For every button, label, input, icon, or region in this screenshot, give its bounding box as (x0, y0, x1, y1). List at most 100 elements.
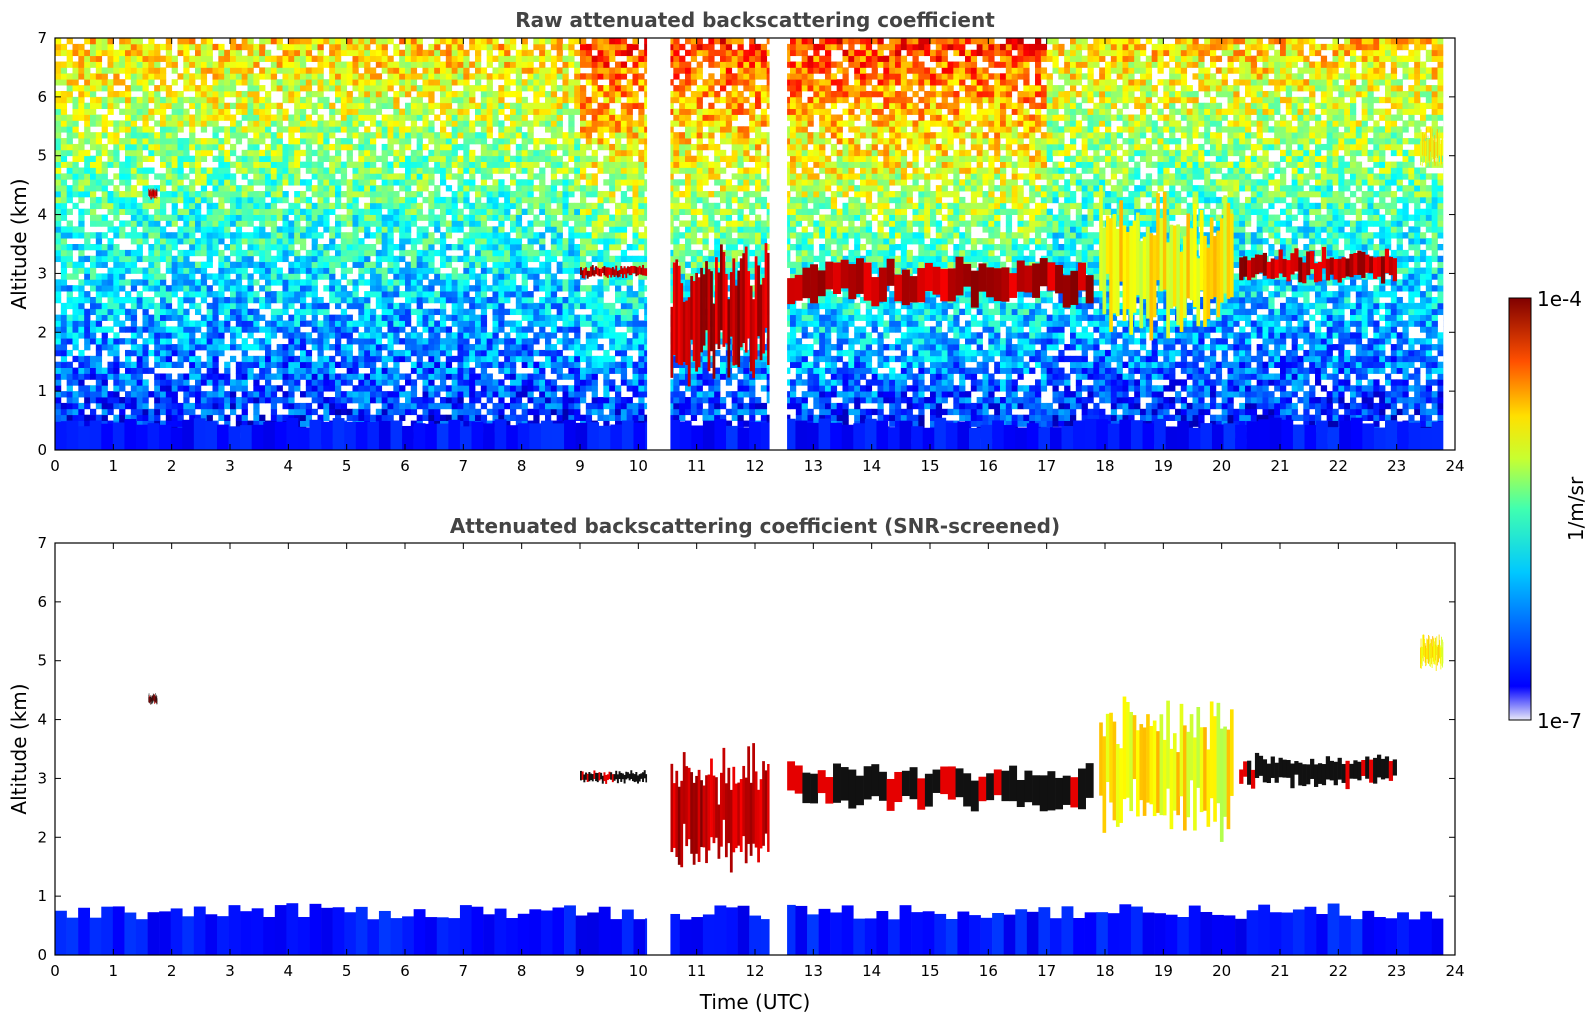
heatmap-cell (329, 38, 336, 45)
heatmap-cell (375, 79, 383, 86)
heatmap-cell (317, 302, 324, 310)
heatmap-cell (515, 285, 523, 292)
heatmap-cell (183, 191, 190, 198)
heatmap-cell (335, 179, 342, 186)
heatmap-cell (510, 155, 517, 162)
heatmap-cell (556, 232, 563, 239)
heatmap-cell (177, 420, 184, 427)
heatmap-cell (142, 273, 149, 280)
heatmap-cell (265, 132, 272, 139)
heatmap-cell (241, 114, 248, 121)
heatmap-cell (294, 43, 301, 51)
heatmap-cell (375, 126, 383, 133)
heatmap-cell (305, 338, 313, 345)
heatmap-cell (241, 367, 248, 374)
heatmap-cell (515, 167, 523, 174)
heatmap-cell (346, 61, 353, 68)
heatmap-cell (486, 296, 493, 304)
heatmap-cell (381, 314, 388, 321)
heatmap-cell (440, 90, 447, 98)
heatmap-cell (305, 49, 313, 57)
heatmap-cell (434, 155, 441, 162)
heatmap-cell (136, 238, 143, 245)
heatmap-cell (480, 226, 488, 233)
heatmap-cell (480, 220, 488, 227)
heatmap-cell (130, 373, 138, 380)
heatmap-cell (375, 196, 383, 204)
heatmap-cell (527, 73, 534, 80)
heatmap-cell (445, 149, 453, 157)
heatmap-cell (72, 408, 79, 416)
heatmap-cell (90, 367, 97, 374)
heatmap-cell (60, 408, 68, 416)
heatmap-cell (113, 285, 120, 292)
heatmap-cell (119, 196, 126, 204)
heatmap-cell (55, 314, 62, 321)
heatmap-cell (148, 408, 155, 416)
heatmap-cell (165, 220, 173, 227)
heatmap-cell (533, 161, 540, 168)
heatmap-cell (498, 108, 505, 115)
heatmap-cell (521, 102, 528, 110)
heatmap-cell (55, 279, 62, 286)
heatmap-cell (329, 179, 336, 186)
heatmap-cell (533, 220, 540, 227)
heatmap-cell (556, 191, 563, 198)
heatmap-cell (195, 338, 202, 345)
heatmap-cell (358, 155, 365, 162)
heatmap-cell (498, 273, 505, 280)
heatmap-cell (171, 361, 178, 368)
heatmap-cell (416, 167, 423, 174)
heatmap-cell (200, 102, 208, 110)
heatmap-cell (486, 155, 493, 162)
heatmap-cell (399, 120, 406, 127)
heatmap-cell (422, 161, 429, 168)
heatmap-cell (510, 43, 517, 51)
heatmap-cell (364, 155, 371, 162)
heatmap-cell (545, 79, 552, 86)
heatmap-cell (270, 73, 278, 80)
heatmap-cell (84, 55, 91, 62)
heatmap-cell (276, 179, 283, 186)
heatmap-cell (457, 49, 464, 57)
heatmap-cell (405, 67, 412, 74)
heatmap-cell (265, 273, 272, 280)
heatmap-cell (224, 61, 231, 68)
heatmap-cell (241, 132, 248, 139)
heatmap-cell (428, 96, 435, 104)
heatmap-cell (393, 349, 400, 357)
heatmap-cell (78, 244, 85, 251)
heatmap-cell (125, 173, 132, 180)
heatmap-cell (393, 373, 400, 380)
heatmap-cell (206, 355, 213, 363)
heatmap-cell (282, 367, 289, 374)
heatmap-cell (335, 338, 342, 345)
heatmap-cell (195, 355, 202, 363)
heatmap-cell (335, 397, 342, 404)
heatmap-cell (60, 73, 68, 80)
heatmap-cell (381, 38, 388, 45)
heatmap-cell (346, 408, 353, 416)
heatmap-cell (504, 285, 511, 292)
heatmap-cell (428, 90, 435, 98)
heatmap-cell (165, 291, 173, 298)
heatmap-cell (375, 249, 383, 257)
heatmap-cell (165, 173, 173, 180)
heatmap-cell (440, 38, 447, 45)
heatmap-cell (282, 273, 289, 280)
heatmap-cell (66, 349, 73, 357)
heatmap-cell (335, 161, 342, 168)
heatmap-cell (381, 332, 388, 339)
heatmap-cell (387, 73, 394, 80)
heatmap-cell (422, 361, 429, 368)
heatmap-cell (130, 161, 138, 168)
heatmap-cell (183, 196, 190, 204)
heatmap-cell (78, 132, 85, 139)
heatmap-cell (265, 332, 272, 339)
heatmap-cell (521, 332, 528, 339)
heatmap-cell (539, 385, 546, 392)
heatmap-cell (165, 102, 173, 110)
heatmap-cell (154, 49, 161, 57)
heatmap-cell (247, 155, 254, 162)
heatmap-cell (340, 167, 348, 174)
